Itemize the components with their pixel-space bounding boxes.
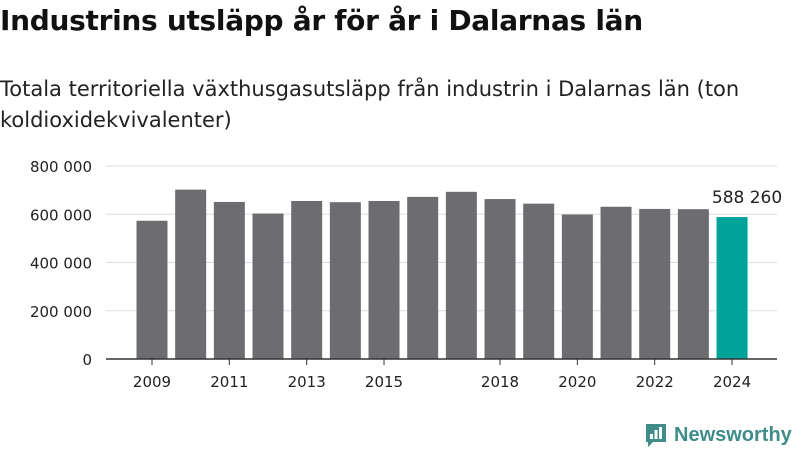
bar — [329, 202, 361, 359]
y-tick-label: 600 000 — [30, 206, 92, 224]
bar — [368, 200, 400, 359]
bar — [639, 208, 671, 359]
x-tick-label: 2013 — [288, 373, 326, 391]
y-tick-label: 800 000 — [30, 158, 92, 176]
bar — [407, 196, 439, 359]
chart-subtitle: Totala territoriella växthusgasutsläpp f… — [0, 77, 740, 132]
bar — [600, 206, 632, 359]
x-tick-label: 2018 — [481, 373, 519, 391]
x-tick-label: 2024 — [713, 373, 751, 391]
highlight-value-label: 588 260 — [712, 188, 782, 208]
bar — [677, 209, 709, 359]
brand-logo: Newsworthy — [644, 421, 792, 449]
bar — [523, 203, 555, 359]
y-tick-label: 0 — [82, 351, 92, 369]
x-tick-label: 2022 — [636, 373, 674, 391]
chart-title: Industrins utsläpp år för år i Dalarnas … — [0, 4, 643, 37]
bar — [175, 189, 207, 359]
x-tick-label: 2009 — [133, 373, 171, 391]
y-tick-label: 200 000 — [30, 303, 92, 321]
bar — [561, 214, 593, 359]
brand-name: Newsworthy — [674, 423, 792, 446]
bar-highlight — [716, 217, 748, 359]
bar — [136, 220, 168, 359]
y-tick-label: 400 000 — [30, 255, 92, 273]
x-tick-label: 2015 — [365, 373, 403, 391]
bar — [484, 199, 516, 359]
bar — [213, 201, 245, 359]
newsworthy-logo-icon — [646, 424, 666, 447]
bar — [445, 191, 477, 359]
bar — [291, 200, 323, 359]
bar — [252, 213, 284, 359]
x-tick-label: 2011 — [210, 373, 248, 391]
x-tick-label: 2020 — [558, 373, 596, 391]
